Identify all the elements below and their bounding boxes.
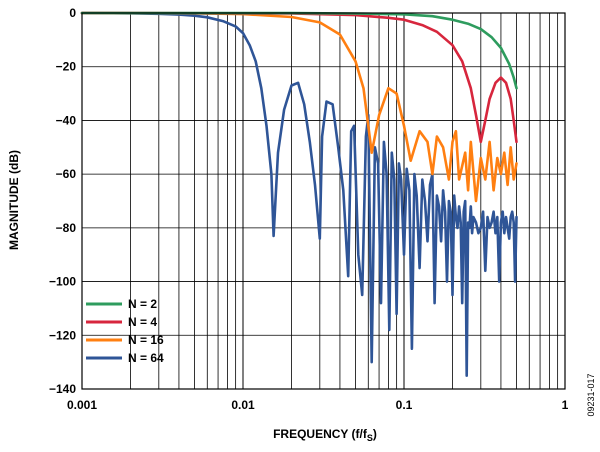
series-line-n-4 xyxy=(80,11,518,144)
series-line-n-64 xyxy=(80,11,518,377)
y-axis-label: MAGNITUDE (dB) xyxy=(7,150,21,250)
x-tick-label: 1 xyxy=(562,398,569,412)
x-tick-label: 0.01 xyxy=(231,398,255,412)
y-tick-label: −140 xyxy=(49,382,76,396)
legend-label: N = 64 xyxy=(128,351,164,365)
y-tick-label: −80 xyxy=(56,221,77,235)
y-tick-label: −20 xyxy=(56,60,77,74)
y-tick-label: 0 xyxy=(69,6,76,20)
legend-label: N = 2 xyxy=(128,297,157,311)
y-tick-label: −60 xyxy=(56,167,77,181)
legend: N = 2 N = 4 N = 16 N = 64 xyxy=(86,297,164,365)
y-tick-label: −100 xyxy=(49,275,76,289)
x-axis-label-main: FREQUENCY (f/f xyxy=(273,427,368,441)
figure-id: 09231-017 xyxy=(586,373,596,416)
plot-frame xyxy=(81,12,566,390)
y-tick-labels: 0 −20 −40 −60 −80 −100 −120 −140 xyxy=(49,6,76,396)
x-axis-label: FREQUENCY (f/fS) xyxy=(273,427,377,443)
x-tick-label: 0.1 xyxy=(396,398,413,412)
y-tick-label: −120 xyxy=(49,328,76,342)
x-tick-label: 0.001 xyxy=(67,398,97,412)
x-tick-labels: 0.001 0.01 0.1 1 xyxy=(67,398,569,412)
legend-label: N = 4 xyxy=(128,315,157,329)
x-axis-label-subscript: S xyxy=(367,433,373,443)
legend-label: N = 16 xyxy=(128,333,164,347)
series-line-n-2 xyxy=(80,11,518,90)
x-axis-label-close: ) xyxy=(373,427,377,441)
series-lines xyxy=(80,11,518,377)
series-line-n-16 xyxy=(80,11,518,203)
y-tick-label: −40 xyxy=(56,113,77,127)
